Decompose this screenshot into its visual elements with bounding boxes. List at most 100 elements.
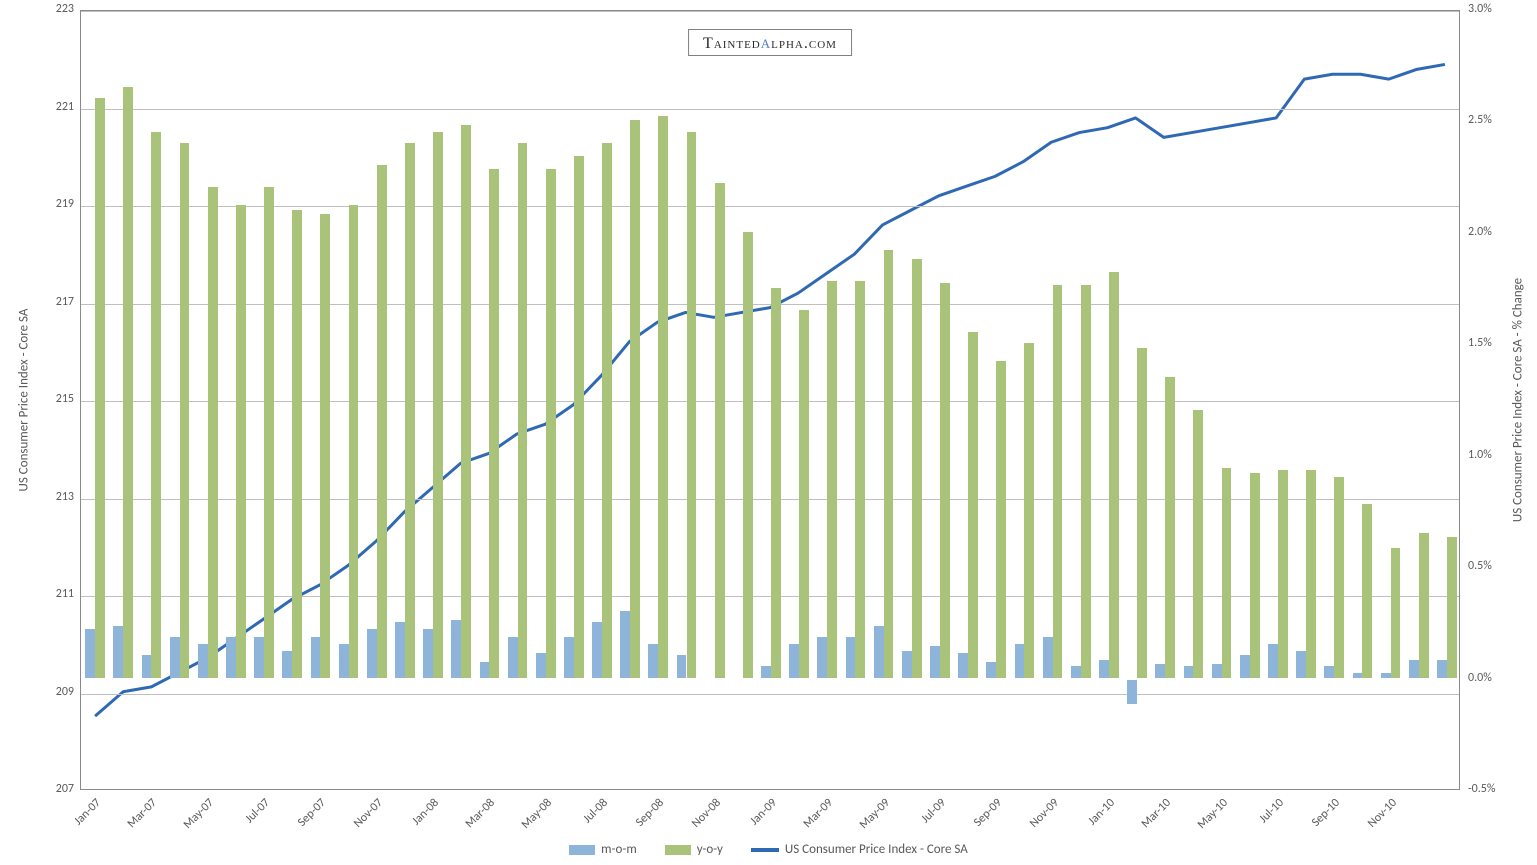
- bar-mom: [1127, 680, 1137, 705]
- x-axis-tick-label: Jan-10: [1068, 796, 1117, 845]
- bar-mom: [423, 629, 433, 678]
- bar-mom: [339, 644, 349, 677]
- x-axis-tick-label: Jul-08: [561, 796, 610, 845]
- bar-mom: [1324, 666, 1334, 677]
- bar-mom: [1296, 651, 1306, 678]
- gridline-h: [81, 401, 1459, 402]
- bar-yoy: [630, 120, 640, 677]
- left-axis-tick-label: 209: [34, 685, 74, 699]
- left-axis-tick-label: 217: [34, 295, 74, 309]
- bar-yoy: [912, 259, 922, 678]
- right-axis-tick-label: 0.5%: [1468, 559, 1492, 573]
- bar-mom: [620, 611, 630, 678]
- bar-yoy: [1193, 410, 1203, 677]
- chart-container: US Consumer Price Index - Core SA US Con…: [0, 0, 1537, 865]
- legend-label: m-o-m: [601, 842, 637, 857]
- bar-yoy: [827, 281, 837, 678]
- right-axis-tick-label: 0.0%: [1468, 671, 1492, 685]
- x-axis-tick-label: Nov-10: [1350, 796, 1399, 845]
- bar-yoy: [1109, 272, 1119, 678]
- x-axis-tick-label: Sep-08: [618, 796, 667, 845]
- x-axis-tick-label: Mar-10: [1125, 796, 1174, 845]
- plot-area: Taintedαlpha.com: [80, 10, 1460, 790]
- x-axis-tick-label: Jan-08: [392, 796, 441, 845]
- bar-yoy: [884, 250, 894, 678]
- bar-yoy: [1334, 477, 1344, 678]
- bar-yoy: [1024, 343, 1034, 677]
- bar-mom: [226, 637, 236, 677]
- x-axis-tick-label: Jul-09: [899, 796, 948, 845]
- bar-mom: [817, 637, 827, 677]
- bar-yoy: [123, 87, 133, 678]
- bar-yoy: [771, 288, 781, 678]
- bar-mom: [761, 666, 771, 677]
- bar-yoy: [574, 156, 584, 677]
- bar-yoy: [602, 143, 612, 678]
- right-axis-tick-label: 3.0%: [1468, 2, 1492, 16]
- x-axis-tick-label: Jan-07: [54, 796, 103, 845]
- bar-mom: [902, 651, 912, 678]
- bar-yoy: [1081, 285, 1091, 677]
- watermark-alpha: α: [761, 32, 771, 52]
- bar-mom: [1381, 673, 1391, 677]
- bar-mom: [958, 653, 968, 678]
- bar-mom: [874, 626, 884, 677]
- bar-yoy: [996, 361, 1006, 677]
- legend: m-o-m y-o-y US Consumer Price Index - Core…: [0, 842, 1537, 857]
- left-axis-tick-label: 223: [34, 2, 74, 16]
- bar-yoy: [208, 187, 218, 677]
- bar-yoy: [687, 132, 697, 678]
- x-axis-tick-label: Sep-10: [1294, 796, 1343, 845]
- bar-mom: [1099, 660, 1109, 678]
- bar-mom: [536, 653, 546, 678]
- bar-mom: [1268, 644, 1278, 677]
- bar-yoy: [405, 143, 415, 678]
- legend-swatch-icon: [665, 845, 691, 855]
- right-axis-tick-label: -0.5%: [1468, 782, 1495, 796]
- x-axis-tick-label: May-09: [843, 796, 892, 845]
- right-axis-tick-label: 2.0%: [1468, 225, 1492, 239]
- bar-mom: [367, 629, 377, 678]
- x-axis-tick-label: Jul-07: [223, 796, 272, 845]
- gridline-h: [81, 694, 1459, 695]
- gridline-h: [81, 304, 1459, 305]
- x-axis-tick-label: May-10: [1181, 796, 1230, 845]
- bar-yoy: [1137, 348, 1147, 678]
- bar-mom: [85, 629, 95, 678]
- bar-mom: [564, 637, 574, 677]
- bar-mom: [1353, 673, 1363, 677]
- bar-mom: [1015, 644, 1025, 677]
- legend-item: y-o-y: [665, 842, 723, 857]
- bar-mom: [1043, 637, 1053, 677]
- bar-mom: [198, 644, 208, 677]
- bar-yoy: [518, 143, 528, 678]
- bar-yoy: [1419, 533, 1429, 678]
- bar-yoy: [799, 310, 809, 678]
- legend-label: US Consumer Price Index - Core SA: [785, 842, 968, 857]
- right-axis-tick-label: 1.0%: [1468, 448, 1492, 462]
- legend-swatch-icon: [569, 845, 595, 855]
- left-axis-tick-label: 207: [34, 782, 74, 796]
- bar-yoy: [1222, 468, 1232, 677]
- bar-mom: [1240, 655, 1250, 677]
- watermark-left: Tainted: [703, 35, 761, 52]
- gridline-h: [81, 109, 1459, 110]
- watermark-right: lpha.com: [771, 35, 837, 52]
- legend-line-icon: [751, 848, 779, 852]
- x-axis-tick-label: Mar-09: [787, 796, 836, 845]
- gridline-h: [81, 206, 1459, 207]
- bar-yoy: [658, 116, 668, 678]
- left-axis-tick-label: 213: [34, 490, 74, 504]
- bar-yoy: [1053, 285, 1063, 677]
- bar-mom: [1184, 666, 1194, 677]
- bar-yoy: [433, 132, 443, 678]
- bar-mom: [254, 637, 264, 677]
- x-axis-tick-label: Jul-10: [1237, 796, 1286, 845]
- bar-yoy: [546, 169, 556, 677]
- bar-mom: [789, 644, 799, 677]
- x-axis-tick-label: Jan-09: [730, 796, 779, 845]
- bar-mom: [677, 655, 687, 677]
- bar-mom: [282, 651, 292, 678]
- bar-mom: [508, 637, 518, 677]
- x-axis-tick-label: Nov-08: [674, 796, 723, 845]
